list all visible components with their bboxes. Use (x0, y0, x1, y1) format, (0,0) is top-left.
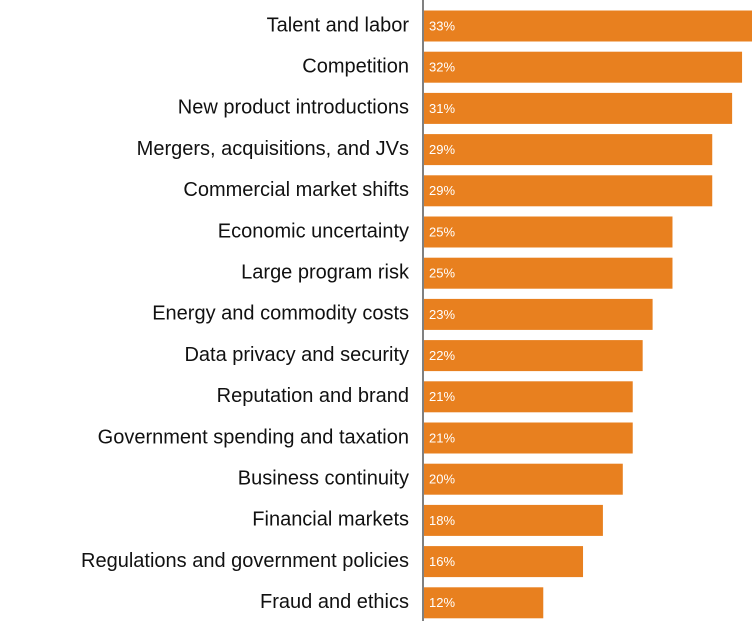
category-label: Talent and labor (267, 14, 410, 36)
category-label: Commercial market shifts (183, 179, 409, 201)
value-label: 12% (429, 595, 455, 610)
category-label: Data privacy and security (184, 344, 409, 366)
bar (424, 504, 603, 536)
bar (424, 257, 673, 289)
bar (424, 216, 673, 248)
value-label: 23% (429, 307, 455, 322)
bar (424, 175, 713, 207)
bar (424, 92, 733, 124)
value-label: 22% (429, 348, 455, 363)
bar (424, 381, 633, 413)
value-label: 20% (429, 472, 455, 487)
bar (424, 51, 743, 83)
value-label: 31% (429, 101, 455, 116)
category-label: Mergers, acquisitions, and JVs (137, 138, 409, 160)
value-label: 21% (429, 430, 455, 445)
category-label: New product introductions (178, 97, 409, 119)
category-label: Fraud and ethics (260, 591, 409, 613)
value-label: 29% (429, 183, 455, 198)
category-label: Large program risk (241, 261, 410, 283)
value-label: 25% (429, 224, 455, 239)
bar (424, 298, 653, 330)
value-label: 32% (429, 60, 455, 75)
bar (424, 340, 643, 372)
value-label: 29% (429, 142, 455, 157)
bar (424, 134, 713, 166)
category-label: Reputation and brand (217, 385, 409, 407)
value-label: 21% (429, 389, 455, 404)
value-label: 25% (429, 266, 455, 281)
value-labels-layer: 33% 32% 31% 29% 29% 25% 25% 23% 22% 21% 21% 20% 18% 1… (429, 18, 455, 610)
category-label: Regulations and government policies (81, 550, 409, 572)
value-label: 33% (429, 18, 455, 33)
category-label: Energy and commodity costs (152, 303, 409, 325)
bar (424, 422, 633, 454)
bar (424, 10, 752, 42)
category-labels-layer: Talent and labor Competition New product i… (81, 14, 410, 613)
category-label: Financial markets (252, 509, 409, 531)
value-label: 16% (429, 554, 455, 569)
value-label: 18% (429, 513, 455, 528)
bars-layer (424, 10, 752, 619)
category-label: Business continuity (238, 467, 409, 489)
bar (424, 546, 584, 578)
category-label: Economic uncertainty (218, 220, 409, 242)
bar (424, 463, 623, 495)
bar (424, 587, 544, 619)
category-label: Competition (302, 55, 409, 77)
category-label: Government spending and taxation (98, 426, 409, 448)
